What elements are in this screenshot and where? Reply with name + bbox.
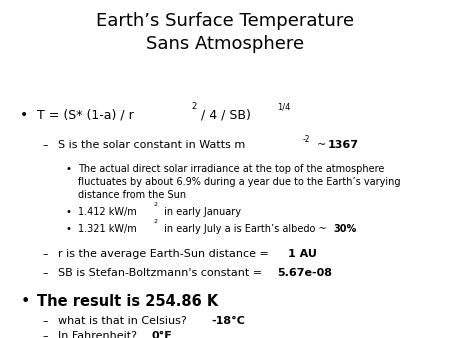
Text: r is the average Earth-Sun distance =: r is the average Earth-Sun distance = <box>58 249 272 259</box>
Text: S is the solar constant in Watts m: S is the solar constant in Watts m <box>58 140 245 150</box>
Text: –: – <box>43 249 49 259</box>
Text: The actual direct solar irradiance at the top of the atmosphere
fluctuates by ab: The actual direct solar irradiance at th… <box>78 164 400 199</box>
Text: SB is Stefan-Boltzmann's constant =: SB is Stefan-Boltzmann's constant = <box>58 268 265 278</box>
Text: in early January: in early January <box>161 207 241 217</box>
Text: •: • <box>65 164 71 174</box>
Text: -2: -2 <box>303 135 310 144</box>
Text: 1367: 1367 <box>328 140 359 150</box>
Text: In Fahrenheit?: In Fahrenheit? <box>58 331 140 338</box>
Text: 1 AU: 1 AU <box>288 249 317 259</box>
Text: –: – <box>43 268 49 278</box>
Text: 1.321 kW/m: 1.321 kW/m <box>78 224 137 234</box>
Text: Earth’s Surface Temperature
Sans Atmosphere: Earth’s Surface Temperature Sans Atmosph… <box>96 12 354 53</box>
Text: in early July a is Earth’s albedo ~: in early July a is Earth’s albedo ~ <box>161 224 329 234</box>
Text: ~: ~ <box>317 140 330 150</box>
Text: 1.412 kW/m: 1.412 kW/m <box>78 207 137 217</box>
Text: 5.67e-08: 5.67e-08 <box>277 268 332 278</box>
Text: •: • <box>20 294 30 309</box>
Text: 2: 2 <box>153 202 158 207</box>
Text: 0°F: 0°F <box>151 331 172 338</box>
Text: The result is 254.86 K: The result is 254.86 K <box>37 294 218 309</box>
Text: 1/4: 1/4 <box>277 102 291 111</box>
Text: –: – <box>43 316 49 326</box>
Text: T = (S* (1-a) / r: T = (S* (1-a) / r <box>37 108 134 121</box>
Text: 2: 2 <box>192 102 197 111</box>
Text: / 4 / SB): / 4 / SB) <box>201 108 251 121</box>
Text: –: – <box>43 331 49 338</box>
Text: •: • <box>20 108 28 122</box>
Text: •: • <box>65 207 71 217</box>
Text: what is that in Celsius?: what is that in Celsius? <box>58 316 190 326</box>
Text: –: – <box>43 140 49 150</box>
Text: -18°C: -18°C <box>212 316 245 326</box>
Text: 30%: 30% <box>333 224 357 234</box>
Text: 2: 2 <box>153 219 158 224</box>
Text: •: • <box>65 224 71 234</box>
